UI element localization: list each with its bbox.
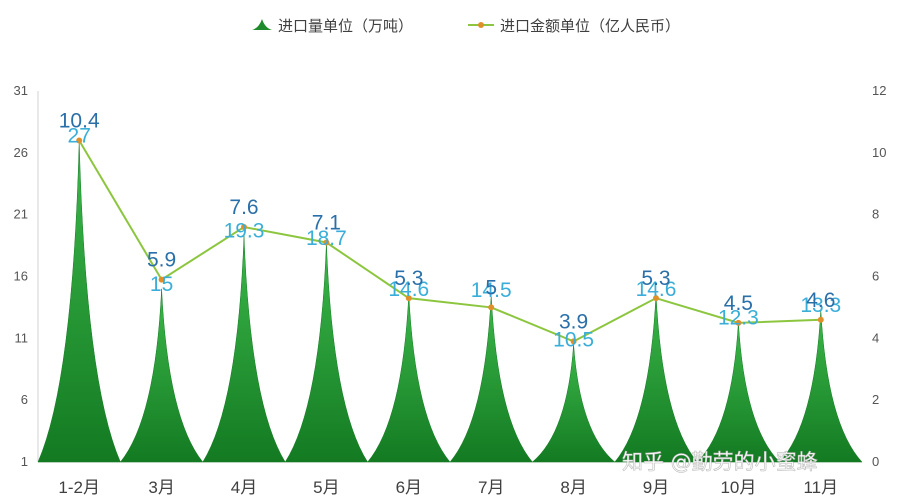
amount-line: [78, 139, 821, 343]
amount-data-label: 5.3: [394, 267, 423, 290]
volume-data-label: 14.5: [471, 279, 512, 302]
x-tick-label: 7月: [478, 478, 504, 497]
amount-data-label: 4.5: [724, 292, 753, 315]
x-tick-label: 6月: [396, 478, 422, 497]
volume-data-label: 10.5: [553, 329, 594, 352]
amount-point: [817, 316, 824, 323]
x-tick-label: 11月: [803, 478, 838, 497]
y-left-tick-label: 16: [14, 269, 28, 284]
x-tick-label: 1-2月: [58, 478, 100, 497]
volume-data-label: 27: [68, 124, 91, 147]
legend-volume-label: 进口量单位（万吨）: [278, 18, 413, 35]
x-tick-label: 8月: [560, 478, 586, 497]
legend-volume-marker: [252, 19, 272, 30]
amount-data-label: 10.4: [59, 109, 100, 132]
amount-data-label: 4.6: [806, 289, 835, 312]
y-left-tick-label: 6: [21, 392, 28, 407]
amount-point: [653, 295, 659, 302]
y-left-tick-label: 21: [14, 207, 28, 222]
y-left-tick-label: 26: [14, 145, 28, 160]
y-left-tick-label: 31: [14, 83, 28, 98]
amount-point: [735, 319, 742, 326]
amount-point: [488, 304, 495, 311]
legend-amount-marker: [478, 22, 484, 28]
x-tick-label: 4月: [231, 478, 257, 497]
amount-data-label: 5.9: [147, 249, 176, 272]
y-right-tick-label: 0: [872, 454, 879, 469]
y-left-tick-label: 11: [15, 330, 29, 345]
legend: 进口量单位（万吨） 进口金额单位（亿人民币）: [252, 18, 680, 35]
volume-spike: [531, 344, 616, 463]
volume-spike: [614, 293, 698, 463]
amount-point: [570, 338, 577, 345]
y-left-tick-label: 1: [21, 454, 28, 469]
amount-data-label: 7.1: [312, 211, 341, 234]
amount-data-label: 7.6: [229, 196, 258, 219]
amount-point: [241, 224, 247, 231]
volume-series: [37, 140, 863, 463]
volume-data-label: 13.3: [800, 294, 841, 317]
volume-spike: [202, 235, 286, 463]
y-right-tick-label: 8: [872, 207, 879, 222]
x-tick-label: 5月: [313, 478, 339, 497]
amount-data-label: 3.9: [559, 310, 588, 333]
volume-spike: [119, 288, 204, 463]
amount-point: [76, 137, 83, 144]
amount-point: [323, 239, 330, 246]
volume-spike: [779, 309, 863, 463]
amount-data-label: 5: [485, 276, 497, 299]
amount-data-label: 5.3: [641, 267, 670, 290]
volume-data-label: 18.7: [306, 227, 347, 250]
y-right-tick-label: 10: [872, 145, 886, 160]
amount-series: [76, 137, 824, 345]
y-right-tick-label: 4: [872, 330, 879, 345]
amount-point: [405, 295, 412, 302]
x-tick-label: 10月: [720, 478, 756, 497]
volume-data-label: 15: [150, 273, 173, 296]
y-right-tick-label: 12: [872, 83, 886, 98]
volume-spike: [449, 295, 533, 463]
y-right-tick-label: 6: [872, 269, 879, 284]
volume-spike: [367, 293, 451, 463]
volume-spike: [696, 322, 781, 463]
volume-data-label: 12.3: [718, 306, 759, 329]
y-right-tick-label: 2: [872, 392, 879, 407]
amount-point: [158, 276, 165, 283]
volume-spike: [284, 243, 369, 463]
legend-amount-label: 进口金额单位（亿人民币）: [500, 18, 680, 35]
data-labels: 27 15 19.3 18.7 14.6 14.5 10.5 14.6 12.3 13.3 10.4…: [59, 109, 841, 351]
volume-data-label: 14.6: [636, 278, 677, 301]
x-tick-label: 9月: [643, 478, 669, 497]
volume-data-label: 19.3: [224, 220, 265, 243]
volume-data-label: 14.6: [388, 278, 429, 301]
x-tick-label: 3月: [148, 478, 174, 497]
watermark: 知乎 @勤劳的小蜜蜂: [622, 450, 818, 474]
